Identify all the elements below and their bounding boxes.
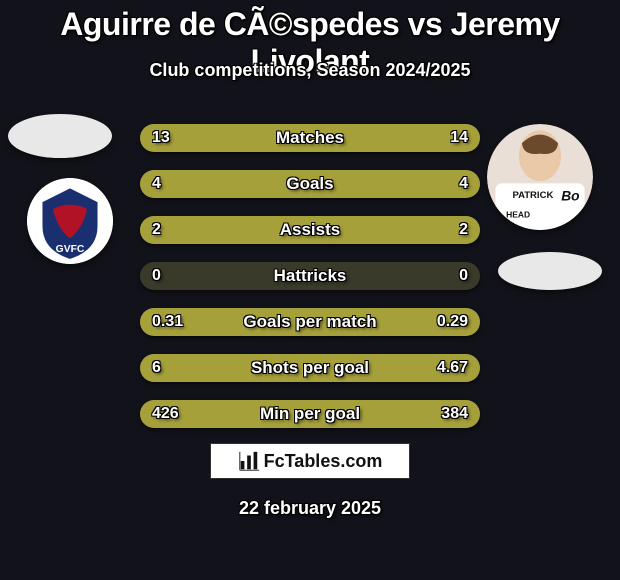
club-crest-icon: GVFC <box>27 178 113 264</box>
bar-chart-icon <box>238 450 260 472</box>
stat-row: 22Assists <box>140 216 480 244</box>
stat-label: Matches <box>140 124 480 152</box>
stat-row: 1314Matches <box>140 124 480 152</box>
stat-row: 64.67Shots per goal <box>140 354 480 382</box>
infographic-date: 22 february 2025 <box>0 498 620 519</box>
page-subtitle: Club competitions, Season 2024/2025 <box>0 60 620 81</box>
stat-row: 00Hattricks <box>140 262 480 290</box>
jersey-sponsor-1: PATRICK <box>512 190 553 201</box>
stats-panel: 1314Matches 44Goals 22Assists 00Hattricks 0.… <box>140 124 480 446</box>
player-portrait-icon: PATRICK Bo HEAD <box>487 124 593 230</box>
left-club-badge: GVFC <box>27 178 113 264</box>
stat-label: Assists <box>140 216 480 244</box>
stat-label: Goals per match <box>140 308 480 336</box>
brand-box[interactable]: FcTables.com <box>210 443 410 479</box>
jersey-sponsor-2: Bo <box>561 188 579 203</box>
brand-text: FcTables.com <box>264 451 383 472</box>
stat-row: 426384Min per goal <box>140 400 480 428</box>
stat-label: Hattricks <box>140 262 480 290</box>
stat-row: 44Goals <box>140 170 480 198</box>
comparison-infographic: Aguirre de CÃ©spedes vs Jeremy Livolant … <box>0 0 620 580</box>
stat-label: Goals <box>140 170 480 198</box>
jersey-sponsor-3: HEAD <box>506 209 530 219</box>
crest-label: GVFC <box>56 244 85 255</box>
right-flag-ellipse <box>498 252 602 290</box>
stat-label: Min per goal <box>140 400 480 428</box>
stat-row: 0.310.29Goals per match <box>140 308 480 336</box>
right-player-photo: PATRICK Bo HEAD <box>487 124 593 230</box>
left-flag-ellipse <box>8 114 112 158</box>
stat-label: Shots per goal <box>140 354 480 382</box>
